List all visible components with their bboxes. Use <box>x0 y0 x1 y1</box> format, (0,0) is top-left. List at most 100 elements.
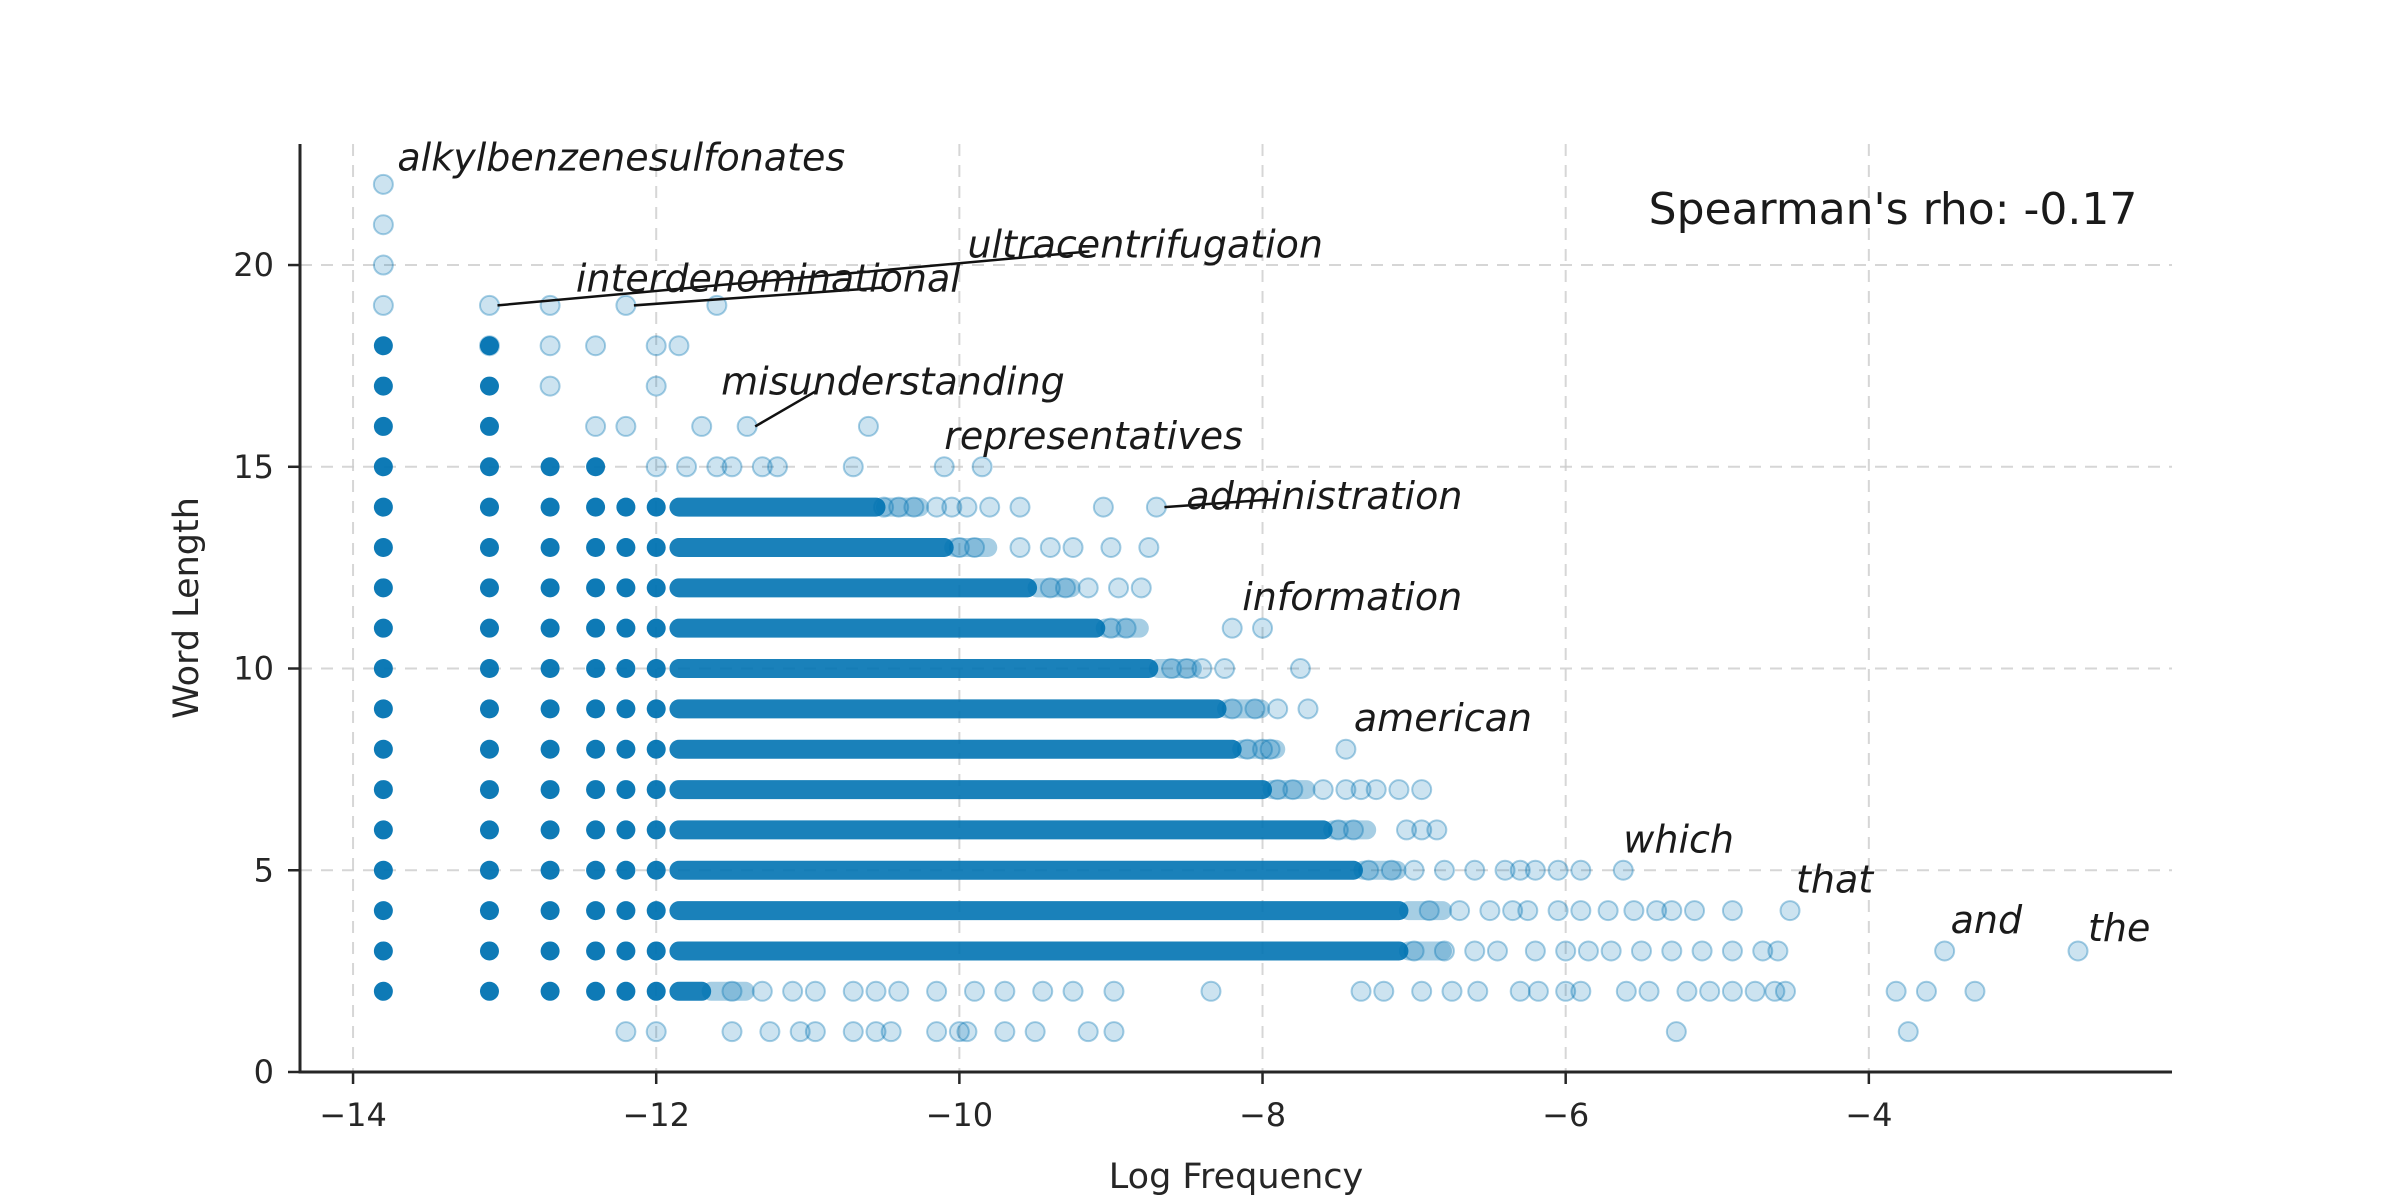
data-point <box>373 497 393 517</box>
dense-band <box>373 860 1407 880</box>
data-point <box>645 1021 667 1043</box>
data-point <box>585 335 607 357</box>
dense-band-fill <box>669 820 1333 840</box>
data-point <box>1342 819 1364 841</box>
data-point <box>1502 900 1524 922</box>
data-point <box>479 739 499 759</box>
dense-band-fringe <box>1353 860 1407 880</box>
data-point <box>751 980 773 1002</box>
data-point <box>616 578 636 598</box>
data-point <box>1062 536 1084 558</box>
data-point <box>1054 577 1076 599</box>
data-point <box>585 415 607 437</box>
word-label: information <box>1242 575 1462 619</box>
data-point <box>804 980 826 1002</box>
data-point <box>646 537 666 557</box>
data-point <box>540 578 560 598</box>
data-point <box>1062 980 1084 1002</box>
data-point <box>1138 536 1160 558</box>
points-layer <box>372 173 2089 1043</box>
data-point <box>1396 819 1418 841</box>
data-point <box>616 699 636 719</box>
data-point <box>1721 900 1743 922</box>
data-point <box>586 457 606 477</box>
data-point <box>586 699 606 719</box>
data-point <box>1108 577 1130 599</box>
data-point <box>1570 980 1592 1002</box>
data-point <box>1411 779 1433 801</box>
data-point <box>804 1021 826 1043</box>
data-point <box>1555 940 1577 962</box>
data-point <box>933 456 955 478</box>
data-point <box>479 901 499 921</box>
data-point <box>1661 940 1683 962</box>
data-point <box>645 375 667 397</box>
data-point <box>1289 658 1311 680</box>
data-point <box>540 497 560 517</box>
dense-band <box>373 416 499 436</box>
data-point <box>888 496 910 518</box>
data-point <box>1282 779 1304 801</box>
data-point <box>373 457 393 477</box>
data-point <box>616 537 636 557</box>
dense-band-fill <box>669 497 886 517</box>
data-point <box>372 254 394 276</box>
data-point <box>1509 859 1531 881</box>
data-point <box>1612 859 1634 881</box>
data-point <box>1145 496 1167 518</box>
data-point <box>646 659 666 679</box>
y-tick-label: 0 <box>254 1053 274 1091</box>
x-tick-label: −4 <box>1845 1096 1892 1134</box>
data-point <box>373 820 393 840</box>
dense-band-fringe <box>1027 578 1081 598</box>
data-point <box>926 1021 948 1043</box>
data-point <box>373 336 393 356</box>
data-point <box>1365 779 1387 801</box>
data-point <box>1024 1021 1046 1043</box>
data-point <box>1380 859 1402 881</box>
data-point <box>926 496 948 518</box>
data-point <box>1684 900 1706 922</box>
data-point <box>373 901 393 921</box>
data-point <box>479 457 499 477</box>
axes-layer: −14 −12 −10 −8 −6 −4 0 5 10 15 20 <box>233 144 2172 1134</box>
x-tick-label: −10 <box>926 1096 994 1134</box>
dense-band-fringe <box>1323 820 1377 840</box>
dense-band-fill <box>669 780 1273 800</box>
data-point <box>540 941 560 961</box>
data-point <box>1885 980 1907 1002</box>
data-point <box>646 497 666 517</box>
data-point <box>842 980 864 1002</box>
data-point <box>1411 819 1433 841</box>
data-point <box>373 659 393 679</box>
data-point <box>857 415 879 437</box>
data-point <box>676 456 698 478</box>
data-point <box>646 860 666 880</box>
dense-band-fringe <box>1095 618 1149 638</box>
data-point <box>479 497 499 517</box>
data-point <box>479 941 499 961</box>
data-point <box>964 536 986 558</box>
data-point <box>1176 658 1198 680</box>
data-point <box>721 980 743 1002</box>
data-point <box>873 496 895 518</box>
data-point <box>373 578 393 598</box>
data-point <box>1479 900 1501 922</box>
data-point <box>1524 940 1546 962</box>
data-point <box>926 980 948 1002</box>
data-point <box>540 739 560 759</box>
y-axis-label: Word Length <box>167 497 207 719</box>
data-point <box>1335 738 1357 760</box>
data-point <box>1214 658 1236 680</box>
data-point <box>888 980 910 1002</box>
data-point <box>372 173 394 195</box>
data-point <box>540 457 560 477</box>
data-point <box>373 780 393 800</box>
data-point <box>616 497 636 517</box>
data-point <box>373 416 393 436</box>
dense-bands-layer <box>373 336 1452 1001</box>
dense-band-fill <box>669 699 1227 719</box>
data-point <box>1327 819 1349 841</box>
x-tick-label: −14 <box>319 1096 387 1134</box>
